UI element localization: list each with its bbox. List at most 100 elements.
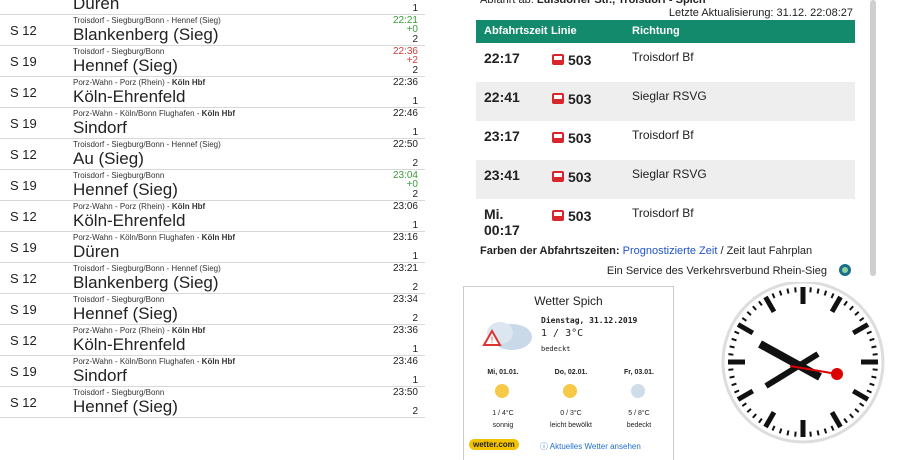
column-header: Abfahrtszeit [484,25,548,37]
train-time: 23:21 [392,263,418,274]
train-route: Troisdorf - Siegburg/Bonn - Hennef (Sieg… [73,16,221,25]
bus-line: 503 [568,130,592,146]
clock-part [758,300,763,306]
clock-part [794,431,797,437]
train-row: S 12 Troisdorf - Siegburg/Bonn Hennef (Sie… [0,386,425,418]
train-platform: 1 [412,344,418,355]
train-platform: 2 [412,158,418,169]
train-platform: 2 [412,65,418,76]
route-text: Porz-Wahn - Porz (Rhein) - [73,202,170,211]
clock-part [823,428,828,434]
train-line: S 12 [10,333,37,348]
clock-part [869,382,875,387]
train-row: Düren 1 [0,0,425,15]
train-route: Troisdorf - Siegburg/Bonn [73,47,164,56]
bus-table-header: Abfahrtszeit Linie Richtung [476,20,855,43]
clock-part [869,337,875,342]
bus-row: 23:17 503 Troisdorf Bf [476,121,855,160]
train-row: S 12 Porz-Wahn - Porz (Rhein) - Köln Hbf K… [0,200,425,232]
bus-row: 23:41 503 Sieglar RSVG [476,160,855,199]
bus-line: 503 [568,169,592,185]
bus-icon-window [554,134,562,138]
bus-line: 503 [568,208,592,224]
train-row: S 19 Porz-Wahn - Köln/Bonn Flughafen - Kö… [0,107,425,139]
train-destination: Hennef (Sieg) [73,397,178,416]
train-platform: 2 [412,34,418,45]
clock-part [746,311,752,316]
clock-part [871,375,877,379]
bus-row: Mi. 00:17 503 Troisdorf Bf [476,199,855,238]
train-line: S 12 [10,271,37,286]
clock-part [758,340,822,381]
column-header: Richtung [632,25,680,37]
clock-part [731,337,737,342]
route-text: Porz-Wahn - Porz (Rhein) - [73,326,170,335]
train-line: S 12 [10,85,37,100]
clock-part [736,388,755,402]
clock-part [871,345,877,349]
route-hub: Köln Hbf [171,326,206,335]
train-line: S 19 [10,302,37,317]
color-legend: Farben der Abfahrtszeiten: Prognostizier… [480,245,812,257]
bus-row: 22:41 503 Sieglar RSVG [476,82,855,121]
legend-label: Farben der Abfahrtszeiten: [480,245,620,257]
weather-link-text[interactable]: Aktuelles Wetter ansehen [549,442,641,451]
legend-forecast: Prognostizierte Zeit [622,245,718,257]
clock-part [866,330,872,335]
route-text: Troisdorf - Siegburg/Bonn [73,47,165,56]
train-time: 23:34 [392,294,418,305]
train-destination: Hennef (Sieg) [73,304,178,323]
last-update: Letzte Aktualisierung: 31.12. 22:08:27 [668,7,853,19]
train-row: S 12 Troisdorf - Siegburg/Bonn - Hennef (… [0,138,425,170]
train-line: S 19 [10,54,37,69]
legend-schedule: / Zeit laut Fahrplan [720,245,813,257]
train-line: S 19 [10,116,37,131]
brand-logo[interactable]: wetter.com [469,439,519,450]
weather-link[interactable]: ⓘ Aktuelles Wetter ansehen [540,442,641,451]
bus-icon-window [554,212,562,216]
clock-part [729,375,735,379]
train-line: S 12 [10,147,37,162]
train-time: 22:50 [392,139,418,150]
clock-part [734,389,740,394]
train-row: S 19 Porz-Wahn - Köln/Bonn Flughafen - Kö… [0,355,425,387]
route-hub: Köln Hbf [201,109,235,118]
route-text: Porz-Wahn - Porz (Rhein) - [73,78,170,87]
train-route: Porz-Wahn - Köln/Bonn Flughafen - Köln H… [73,109,235,118]
train-route: Porz-Wahn - Köln/Bonn Flughafen - Köln H… [73,233,235,242]
weather-condition: bedeckt [541,345,571,353]
train-route: Troisdorf - Siegburg/Bonn - Hennef (Sieg… [73,140,221,149]
day-condition: sonnig [492,422,514,429]
train-time: 23:16 [392,232,418,243]
route-text: Porz-Wahn - Köln/Bonn Flughafen - [73,233,200,242]
route-text: Troisdorf - Siegburg/Bonn - Hennef (Sieg… [73,264,221,273]
train-row: S 19 Porz-Wahn - Köln/Bonn Flughafen - Kö… [0,231,425,263]
clock-part [849,305,854,311]
route-text: Troisdorf - Siegburg/Bonn [73,295,165,304]
clock-part [843,300,848,306]
train-line: S 19 [10,178,37,193]
train-platform: 1 [412,220,418,231]
day-icon [631,384,645,398]
clock-part [794,287,797,293]
day-icon [495,384,509,398]
day-temp: 0 / 3°C [560,410,582,417]
train-time: 22:46 [392,108,418,119]
train-route: Porz-Wahn - Köln/Bonn Flughafen - Köln H… [73,357,235,366]
train-destination: Köln-Ehrenfeld [73,87,186,106]
route-text: Porz-Wahn - Köln/Bonn Flughafen - [73,109,200,118]
bus-time: 23:41 [484,167,520,183]
train-platform: 2 [412,406,418,417]
clock-part [866,389,872,394]
clock-part [786,288,790,294]
day-condition: leicht bewölkt [549,422,593,429]
train-destination: Au (Sieg) [73,149,144,168]
scrollbar[interactable] [870,0,876,276]
route-hub: Köln Hbf [201,233,235,242]
train-route: Troisdorf - Siegburg/Bonn [73,295,164,304]
bus-time: Mi. 00:17 [484,206,520,238]
clock-part [729,345,735,349]
train-line: S 12 [10,23,37,38]
clock-part [829,410,843,429]
